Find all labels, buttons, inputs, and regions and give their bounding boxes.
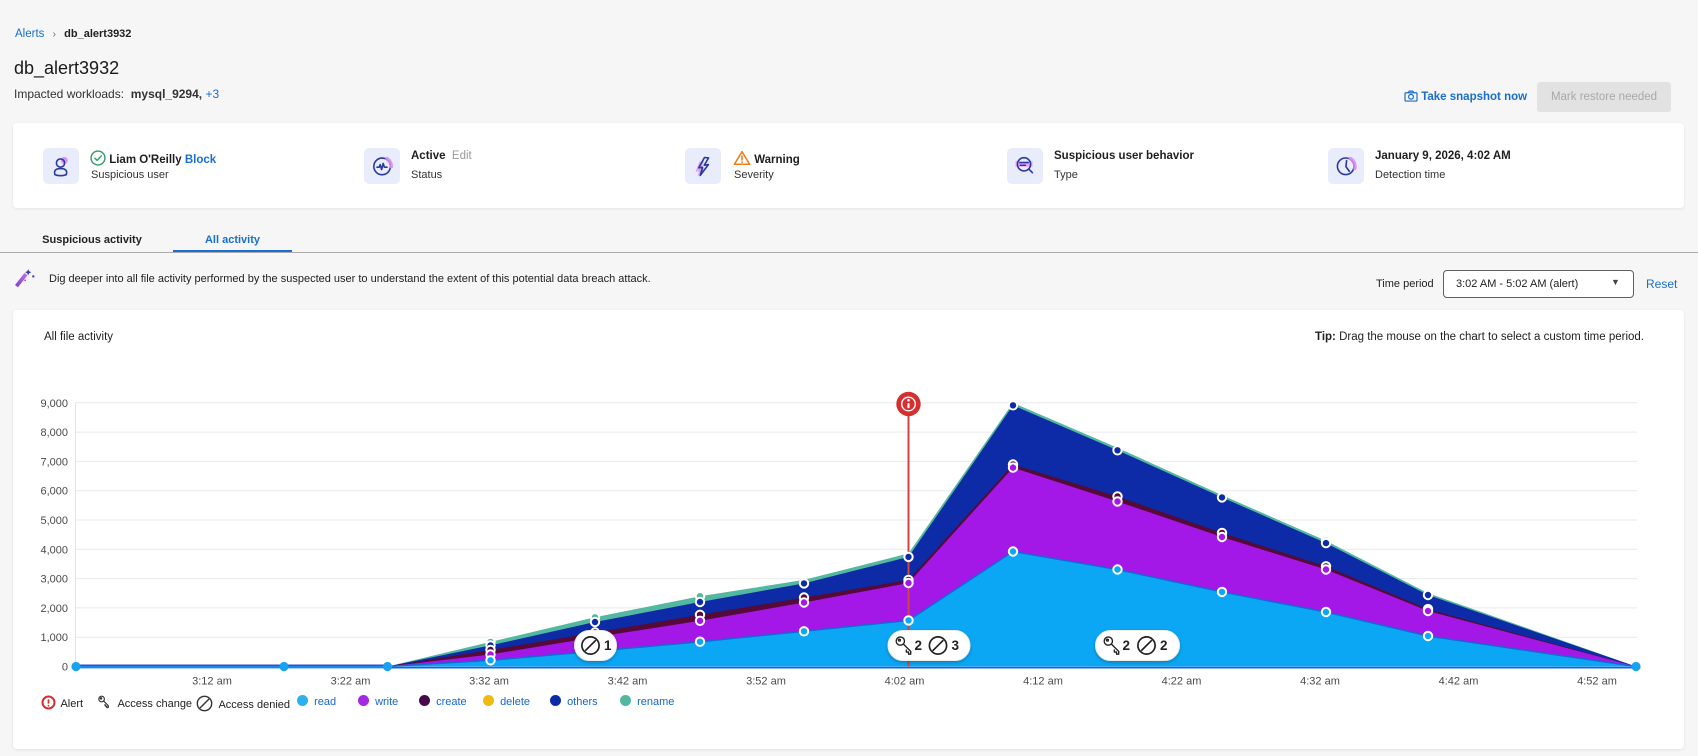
svg-text:3: 3 <box>952 638 960 653</box>
svg-text:2,000: 2,000 <box>40 603 68 615</box>
svg-text:5,000: 5,000 <box>40 515 68 527</box>
svg-text:3:32 am: 3:32 am <box>469 676 509 688</box>
svg-text:2: 2 <box>915 638 923 653</box>
svg-text:4:52 am: 4:52 am <box>1577 676 1617 688</box>
svg-text:3:22 am: 3:22 am <box>331 676 371 688</box>
svg-text:2: 2 <box>1160 638 1168 653</box>
svg-text:3:42 am: 3:42 am <box>608 676 648 688</box>
svg-text:2: 2 <box>1123 638 1131 653</box>
svg-text:1,000: 1,000 <box>40 632 68 644</box>
svg-text:8,000: 8,000 <box>40 427 68 439</box>
svg-text:7,000: 7,000 <box>40 456 68 468</box>
svg-text:3,000: 3,000 <box>40 574 68 586</box>
svg-text:4:02 am: 4:02 am <box>885 676 925 688</box>
svg-text:4,000: 4,000 <box>40 544 68 556</box>
svg-text:1: 1 <box>604 638 612 653</box>
svg-text:0: 0 <box>62 662 68 674</box>
svg-text:4:12 am: 4:12 am <box>1023 676 1063 688</box>
svg-text:4:32 am: 4:32 am <box>1300 676 1340 688</box>
svg-text:9,000: 9,000 <box>40 398 68 410</box>
svg-text:4:42 am: 4:42 am <box>1439 676 1479 688</box>
svg-text:4:22 am: 4:22 am <box>1162 676 1202 688</box>
svg-text:3:12 am: 3:12 am <box>192 676 232 688</box>
svg-text:3:52 am: 3:52 am <box>746 676 786 688</box>
svg-text:6,000: 6,000 <box>40 486 68 498</box>
